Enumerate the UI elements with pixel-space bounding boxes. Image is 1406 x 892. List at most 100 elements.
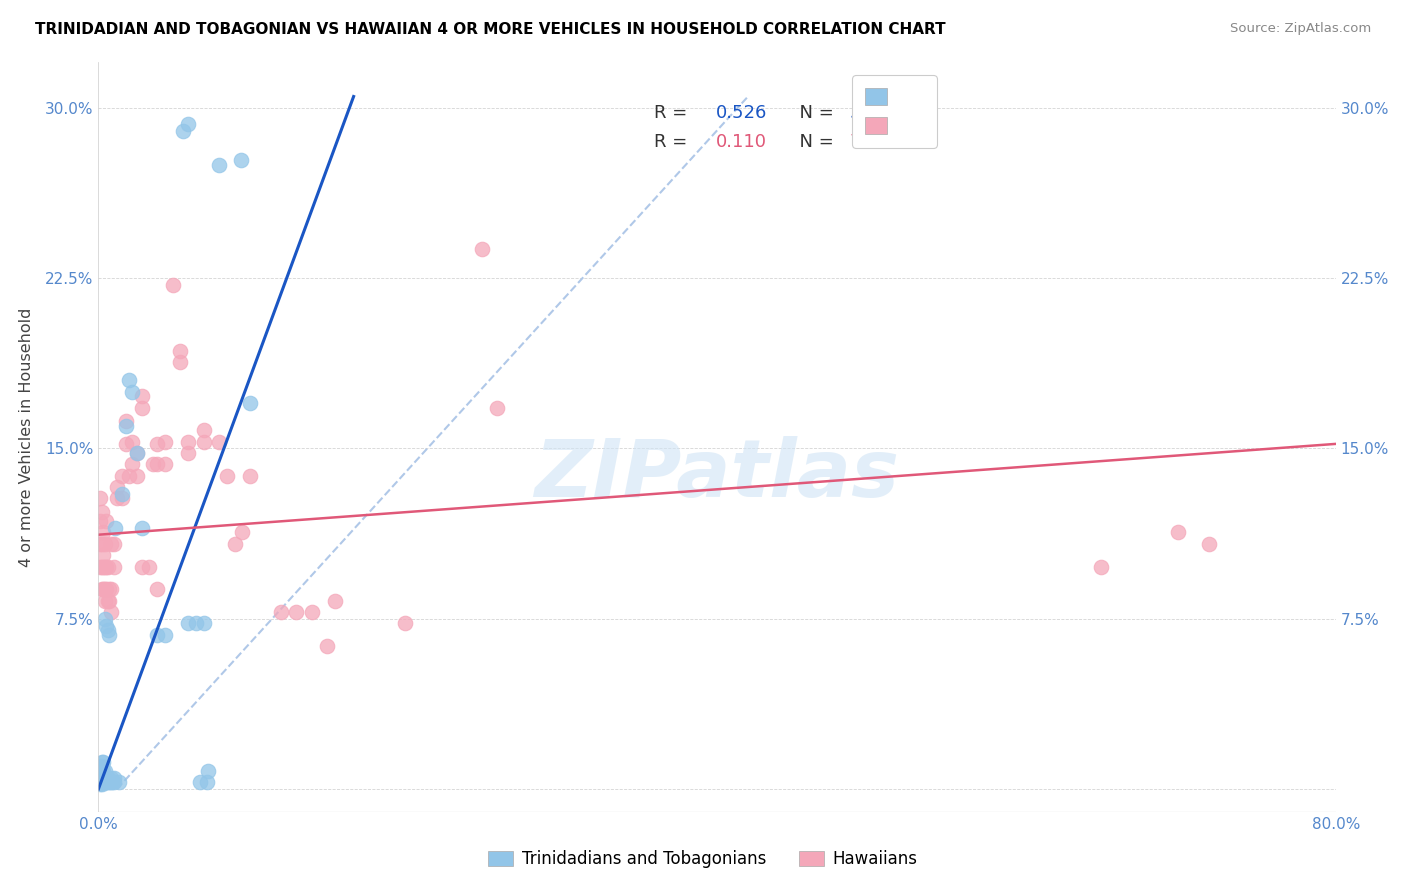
Point <box>107 775 129 789</box>
Point <box>177 117 200 131</box>
Point <box>89 491 111 506</box>
Point <box>197 764 219 778</box>
Text: R =: R = <box>654 133 699 151</box>
Point <box>89 537 111 551</box>
Point <box>1198 537 1220 551</box>
Point <box>100 537 122 551</box>
Point <box>127 468 149 483</box>
Point <box>190 775 212 789</box>
Text: N =: N = <box>787 104 839 122</box>
Point <box>285 605 308 619</box>
Point <box>162 277 184 292</box>
Point <box>91 582 114 597</box>
Point <box>89 514 111 528</box>
Point <box>146 458 169 472</box>
Point <box>90 771 112 785</box>
Point <box>193 616 215 631</box>
Point <box>138 559 160 574</box>
Point <box>93 775 115 789</box>
Point <box>146 437 169 451</box>
Point <box>98 627 121 641</box>
Point <box>93 771 115 785</box>
Point <box>93 537 115 551</box>
Point <box>97 775 120 789</box>
Point <box>105 480 128 494</box>
Point <box>103 537 125 551</box>
Point <box>131 389 153 403</box>
Point <box>323 593 346 607</box>
Point <box>93 612 115 626</box>
Point <box>91 548 114 562</box>
Point <box>301 605 323 619</box>
Point <box>153 627 176 641</box>
Point <box>93 764 115 778</box>
Point <box>118 373 141 387</box>
Point <box>141 458 165 472</box>
Point <box>96 582 118 597</box>
Point <box>97 623 120 637</box>
Point <box>111 491 132 506</box>
Point <box>177 616 200 631</box>
Point <box>96 775 118 789</box>
Text: TRINIDADIAN AND TOBAGONIAN VS HAWAIIAN 4 OR MORE VEHICLES IN HOUSEHOLD CORRELATI: TRINIDADIAN AND TOBAGONIAN VS HAWAIIAN 4… <box>35 22 946 37</box>
Point <box>90 582 112 597</box>
Point <box>96 618 118 632</box>
Point <box>239 396 262 410</box>
Point <box>89 775 111 789</box>
Point <box>193 434 215 449</box>
Point <box>89 775 111 789</box>
Text: 0.526: 0.526 <box>716 104 768 122</box>
Point <box>91 775 114 789</box>
Point <box>97 593 120 607</box>
Point <box>177 446 200 460</box>
Point <box>101 775 124 789</box>
Point <box>104 521 127 535</box>
Point <box>172 123 194 137</box>
Y-axis label: 4 or more Vehicles in Household: 4 or more Vehicles in Household <box>18 308 34 566</box>
Text: 56: 56 <box>849 104 872 122</box>
Point <box>89 777 111 791</box>
Point <box>96 771 118 785</box>
Point <box>93 593 115 607</box>
Text: R =: R = <box>654 104 693 122</box>
Point <box>146 582 169 597</box>
Text: N =: N = <box>787 133 839 151</box>
Point <box>115 418 138 433</box>
Point <box>153 458 176 472</box>
Point <box>90 505 112 519</box>
Point <box>131 521 153 535</box>
Point <box>229 153 252 167</box>
Point <box>93 582 115 597</box>
Point <box>239 468 262 483</box>
Point <box>146 627 169 641</box>
Point <box>118 468 141 483</box>
Point <box>91 559 114 574</box>
Point <box>103 771 125 785</box>
Point <box>90 775 112 789</box>
Point <box>1090 559 1112 574</box>
Point <box>90 766 112 780</box>
Point <box>91 764 114 778</box>
Point <box>195 775 218 789</box>
Point <box>100 771 122 785</box>
Point <box>131 559 153 574</box>
Point <box>91 525 114 540</box>
Point <box>486 401 509 415</box>
Point <box>169 355 191 369</box>
Point <box>90 755 112 769</box>
Point <box>111 468 132 483</box>
Point <box>103 559 125 574</box>
Point <box>93 559 115 574</box>
Point <box>91 771 114 785</box>
Point <box>96 514 118 528</box>
Point <box>105 491 128 506</box>
Point <box>96 559 118 574</box>
Point <box>91 755 114 769</box>
Point <box>100 605 122 619</box>
Point <box>153 434 176 449</box>
Point <box>121 458 143 472</box>
Text: ZIPatlas: ZIPatlas <box>534 435 900 514</box>
Point <box>127 446 149 460</box>
Point <box>103 775 125 789</box>
Point <box>89 764 111 778</box>
